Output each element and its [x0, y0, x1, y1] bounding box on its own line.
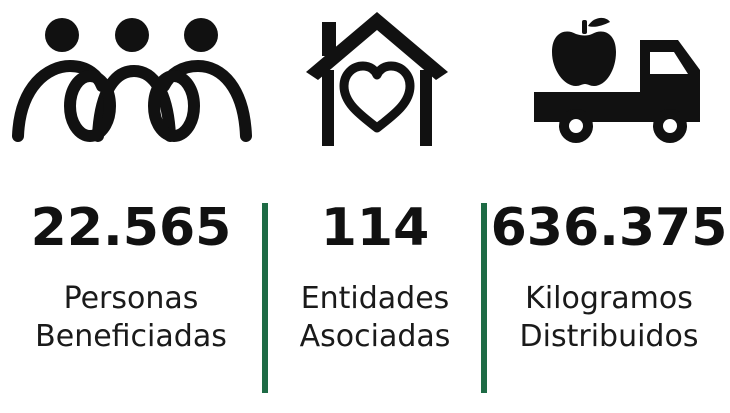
stat-entities: 114 Entidades Asociadas [270, 196, 480, 356]
stat-value: 636.375 [490, 198, 728, 258]
stat-kilograms: 636.375 Kilogramos Distribuidos [488, 196, 730, 356]
stat-label-line: Entidades [300, 281, 450, 316]
food-truck-apple-icon [528, 8, 706, 148]
stat-label-line: Asociadas [299, 319, 451, 354]
stat-label-line: Kilogramos [525, 281, 693, 316]
divider [262, 203, 268, 393]
stat-value: 22.565 [30, 198, 232, 258]
stat-label: Kilogramos Distribuidos [488, 280, 730, 356]
stat-label-line: Personas [63, 281, 199, 316]
stat-label: Entidades Asociadas [270, 280, 480, 356]
stat-label-line: Beneficiadas [35, 319, 227, 354]
stat-label: Personas Beneficiadas [0, 280, 262, 356]
stat-value: 114 [320, 198, 430, 258]
stat-label-line: Distribuidos [519, 319, 699, 354]
divider [481, 203, 487, 393]
stat-beneficiaries: 22.565 Personas Beneficiadas [0, 196, 262, 356]
house-heart-icon [302, 8, 452, 148]
people-group-icon [8, 8, 256, 148]
